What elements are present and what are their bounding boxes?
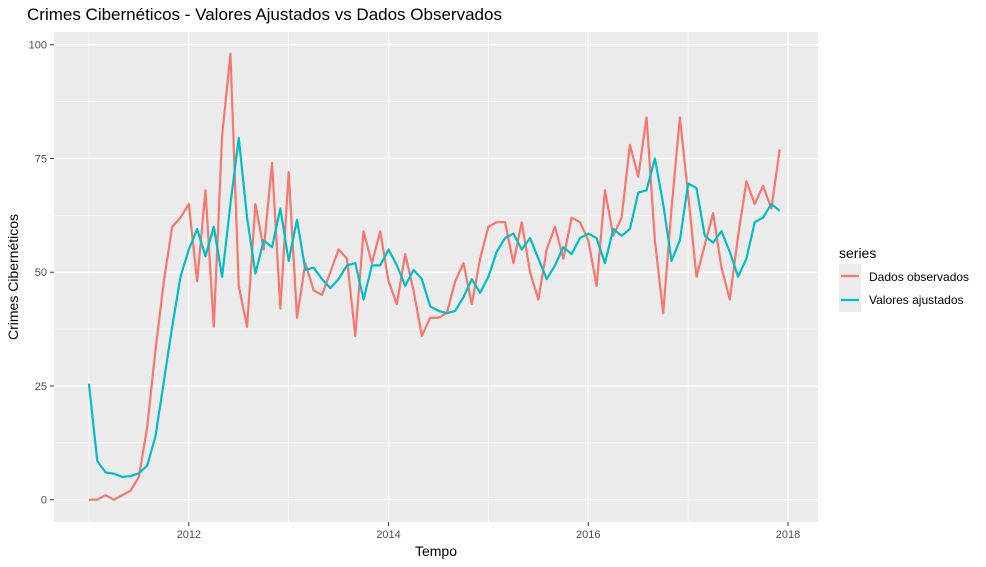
plot-panel — [54, 32, 818, 522]
series-line-valores-ajustados — [87, 136, 781, 479]
y-tick-label: 75 — [35, 153, 47, 165]
y-tick-label: 0 — [41, 495, 47, 507]
x-tick-label: 2016 — [576, 529, 600, 541]
legend-title: series — [839, 245, 876, 261]
series-line-dados-observados — [88, 52, 781, 501]
x-axis: 2012 2014 2016 2018 — [177, 522, 800, 541]
series-lines — [87, 52, 781, 501]
x-axis-title: Tempo — [415, 543, 457, 559]
legend: series Dados observados Valores ajustado… — [839, 245, 969, 312]
legend-label-valores-ajustados: Valores ajustados — [869, 293, 964, 307]
y-tick-label: 25 — [35, 381, 47, 393]
x-tick-label: 2014 — [376, 529, 400, 541]
y-tick-label: 50 — [35, 267, 47, 279]
chart-title: Crimes Cibernéticos - Valores Ajustados … — [27, 5, 502, 24]
y-tick-label: 100 — [29, 40, 47, 52]
legend-label-dados-observados: Dados observados — [869, 270, 969, 284]
x-tick-label: 2018 — [776, 529, 800, 541]
y-axis: 0 25 50 75 100 — [29, 40, 54, 507]
y-axis-title: Crimes Cibernéticos — [5, 214, 21, 340]
x-tick-label: 2012 — [177, 529, 201, 541]
